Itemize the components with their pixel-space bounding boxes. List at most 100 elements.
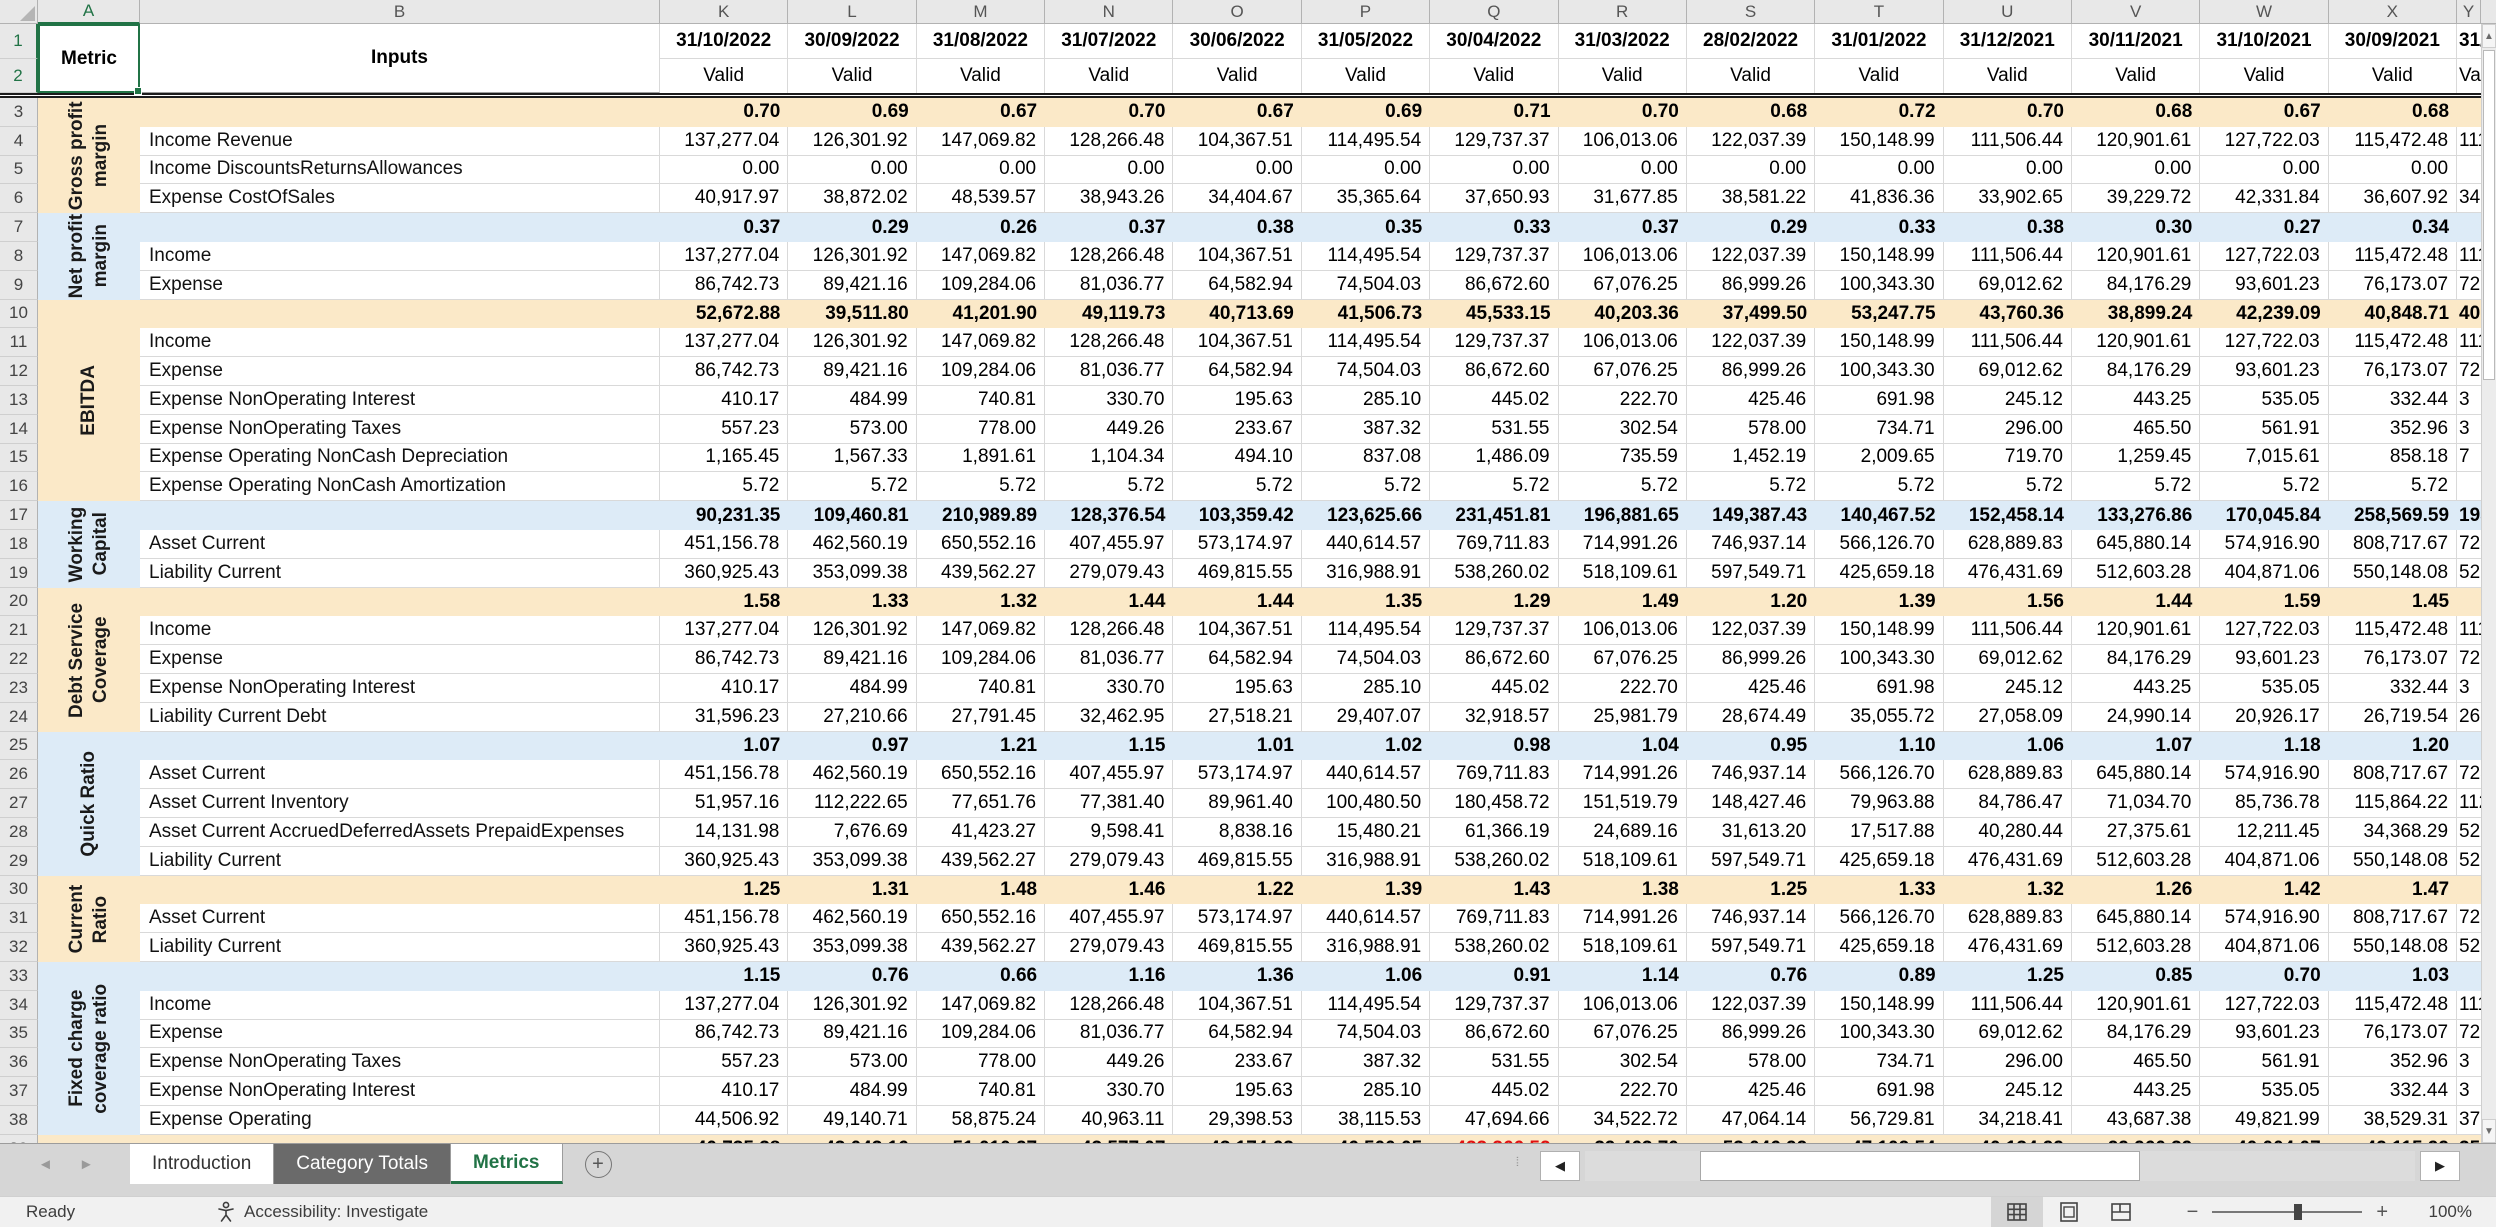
value-cell[interactable]: 147,069.82 xyxy=(916,616,1046,646)
value-cell[interactable]: 103,359.42 xyxy=(1173,501,1302,530)
value-cell[interactable]: 0.00 xyxy=(1558,155,1687,185)
value-cell[interactable]: 81,036.77 xyxy=(1045,357,1174,386)
value-cell[interactable]: 0.69 xyxy=(788,98,917,127)
value-cell[interactable]: 0.26 xyxy=(916,213,1046,242)
value-cell[interactable]: 24,990.14 xyxy=(2071,702,2201,732)
value-cell[interactable]: 0.71 xyxy=(1430,98,1559,127)
value-cell[interactable]: 734.71 xyxy=(1815,414,1944,444)
value-cell[interactable]: 81,036.77 xyxy=(1045,1019,1174,1049)
value-cell[interactable]: 86,742.73 xyxy=(660,270,789,300)
value-cell[interactable]: 245.12 xyxy=(1943,673,2072,703)
value-cell[interactable]: 746,937.14 xyxy=(1686,760,1816,790)
value-cell[interactable]: 0.34 xyxy=(2328,213,2458,242)
value-cell[interactable]: 40,963.11 xyxy=(1045,1105,1174,1135)
value-cell[interactable]: 561.91 xyxy=(2200,414,2329,444)
value-cell[interactable]: 1.16 xyxy=(1045,961,1174,991)
value-cell[interactable]: 7,676.69 xyxy=(788,817,917,847)
value-cell[interactable]: 84,176.29 xyxy=(2071,270,2201,300)
value-cell[interactable]: 5.72 xyxy=(788,472,917,502)
value-cell[interactable]: 147,069.82 xyxy=(916,990,1046,1020)
value-cell[interactable]: 38,115.53 xyxy=(1301,1105,1431,1135)
value-cell[interactable]: 1.25 xyxy=(660,875,789,905)
value-cell[interactable]: 38,872.02 xyxy=(788,184,917,214)
value-cell[interactable]: 0.00 xyxy=(2071,155,2201,185)
clipped-value-cell[interactable]: 725,4 xyxy=(2457,760,2482,790)
value-cell[interactable]: 0.33 xyxy=(1815,213,1944,242)
value-cell[interactable]: 115,472.48 xyxy=(2328,990,2458,1020)
value-cell[interactable]: 122,037.39 xyxy=(1686,328,1816,358)
value-cell[interactable]: 425,659.18 xyxy=(1815,933,1944,962)
value-cell[interactable]: 0.70 xyxy=(660,98,789,127)
value-cell[interactable]: 1.46 xyxy=(1045,875,1174,905)
value-cell[interactable]: 69,012.62 xyxy=(1943,1019,2072,1049)
value-cell[interactable]: 126,301.92 xyxy=(788,616,917,646)
value-cell[interactable]: 86,672.60 xyxy=(1430,1019,1559,1049)
value-cell[interactable]: 231,451.81 xyxy=(1430,501,1559,530)
value-cell[interactable]: 43,687.38 xyxy=(2071,1105,2201,1135)
value-cell[interactable]: 127,722.03 xyxy=(2200,241,2329,271)
input-label-cell[interactable]: Expense NonOperating Taxes xyxy=(140,414,660,444)
row-number-29[interactable]: 29 xyxy=(0,846,38,876)
row-number-23[interactable]: 23 xyxy=(0,673,38,703)
value-cell[interactable]: 71,034.70 xyxy=(2071,789,2201,818)
clipped-value-cell[interactable]: 3 xyxy=(2457,385,2482,415)
value-cell[interactable]: 53,247.75 xyxy=(1815,299,1944,329)
sheet-tab-metrics[interactable]: Metrics xyxy=(450,1144,563,1184)
value-cell[interactable]: 1,891.61 xyxy=(916,443,1046,473)
scroll-down-icon[interactable]: ▼ xyxy=(2482,1119,2496,1143)
scroll-left-icon[interactable]: ◀ xyxy=(1540,1151,1580,1181)
value-cell[interactable]: 40,134.99 xyxy=(1943,1134,2072,1143)
clipped-value-cell[interactable] xyxy=(2457,731,2482,761)
inputs-header-cell[interactable]: Inputs xyxy=(140,24,660,93)
value-cell[interactable]: 0.70 xyxy=(2200,961,2329,991)
value-cell[interactable]: 0.67 xyxy=(916,98,1046,127)
value-cell[interactable]: 2,009.65 xyxy=(1815,443,1944,473)
value-cell[interactable]: 84,176.29 xyxy=(2071,1019,2201,1049)
value-cell[interactable]: 0.38 xyxy=(1173,213,1302,242)
value-cell[interactable]: 1.39 xyxy=(1301,875,1431,905)
row-number-20[interactable]: 20 xyxy=(0,587,38,617)
value-cell[interactable]: 0.00 xyxy=(1430,155,1559,185)
value-cell[interactable]: 1.32 xyxy=(1943,875,2072,905)
value-cell[interactable]: 195.63 xyxy=(1173,385,1302,415)
value-cell[interactable]: 195.63 xyxy=(1173,1077,1302,1106)
value-cell[interactable]: 40,203.36 xyxy=(1558,299,1687,329)
column-header-S[interactable]: S xyxy=(1686,0,1816,24)
value-cell[interactable]: 148,427.46 xyxy=(1686,789,1816,818)
value-cell[interactable]: 106,013.06 xyxy=(1558,328,1687,358)
value-cell[interactable]: 735.59 xyxy=(1558,443,1687,473)
value-cell[interactable]: 0.00 xyxy=(1686,155,1816,185)
value-cell[interactable]: 170,045.84 xyxy=(2200,501,2329,530)
value-cell[interactable]: 129,737.37 xyxy=(1430,990,1559,1020)
valid-status-cell[interactable]: Valid xyxy=(1345,65,1386,86)
value-cell[interactable]: 316,988.91 xyxy=(1301,558,1431,588)
value-cell[interactable]: 518,109.61 xyxy=(1558,933,1687,962)
row-number-25[interactable]: 25 xyxy=(0,731,38,761)
clipped-value-cell[interactable] xyxy=(2457,98,2482,127)
scroll-right-icon[interactable]: ▶ xyxy=(2420,1151,2460,1181)
input-label-cell[interactable]: Income DiscountsReturnsAllowances xyxy=(140,155,660,185)
value-cell[interactable]: 15,480.21 xyxy=(1301,817,1431,847)
date-header-cell[interactable]: 31/05/2022 xyxy=(1301,24,1430,59)
value-cell[interactable]: 84,176.29 xyxy=(2071,357,2201,386)
column-header-W[interactable]: W xyxy=(2200,0,2329,24)
value-cell[interactable]: 114,495.54 xyxy=(1301,241,1431,271)
column-header-N[interactable]: N xyxy=(1045,0,1174,24)
value-cell[interactable]: 462,560.19 xyxy=(788,529,917,559)
row-number-37[interactable]: 37 xyxy=(0,1077,38,1106)
value-cell[interactable]: 123,625.66 xyxy=(1301,501,1431,530)
scrollbar-splitter-handle[interactable]: ⦙ xyxy=(1516,1154,1519,1169)
value-cell[interactable]: 279,079.43 xyxy=(1045,846,1174,876)
tab-scroll-right-icon[interactable]: ► xyxy=(78,1156,94,1173)
row-number-3[interactable]: 3 xyxy=(0,98,38,127)
value-cell[interactable]: 279,079.43 xyxy=(1045,558,1174,588)
value-cell[interactable]: 740.81 xyxy=(916,385,1046,415)
value-cell[interactable]: 578.00 xyxy=(1686,414,1816,444)
value-cell[interactable]: 550,148.08 xyxy=(2328,558,2458,588)
value-cell[interactable]: 35,365.64 xyxy=(1301,184,1431,214)
value-cell[interactable]: 597,549.71 xyxy=(1686,933,1816,962)
clipped-value-cell[interactable]: 111,8 xyxy=(2457,616,2482,646)
input-label-cell[interactable]: Asset Current xyxy=(140,904,660,934)
value-cell[interactable]: 439,562.27 xyxy=(916,933,1046,962)
row-number-28[interactable]: 28 xyxy=(0,817,38,847)
